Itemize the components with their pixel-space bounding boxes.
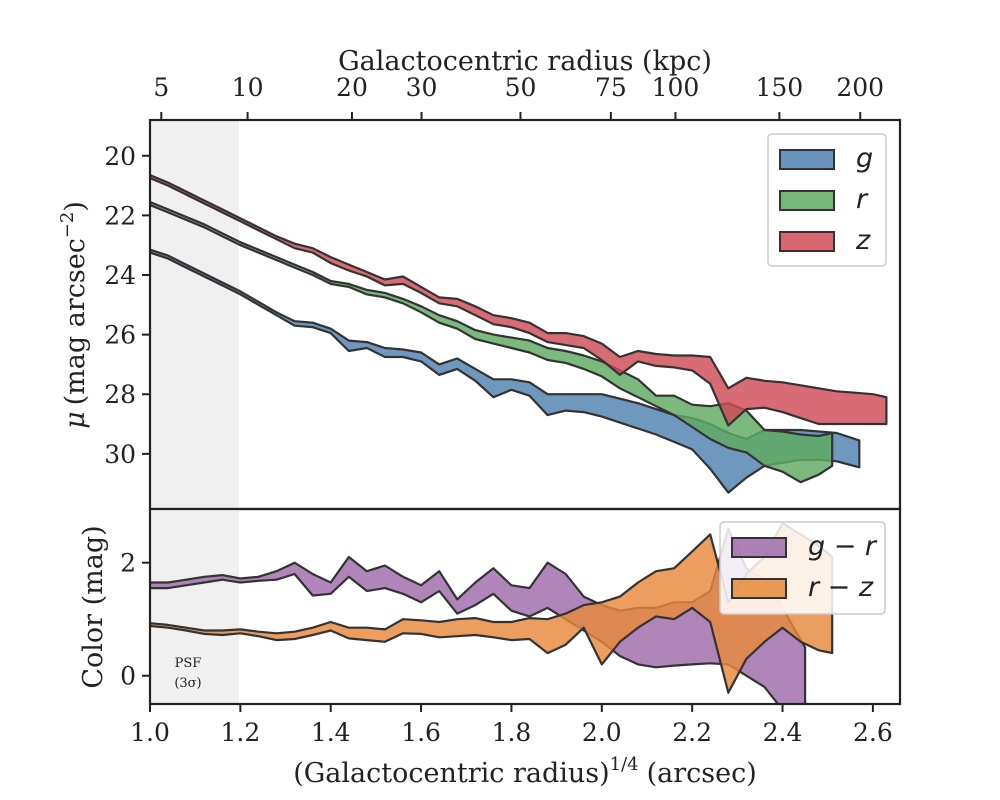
- x-tick-label: 1.4: [311, 718, 351, 747]
- legend-swatch: [731, 537, 787, 558]
- top-axis-ticks: 5 10 20 30 50 75 100 150 200: [153, 73, 884, 120]
- band-g: [150, 248, 861, 494]
- magnitude-series-group: [150, 174, 888, 494]
- color-panel: 02 1.0 1.2 1.4 1.6 1.8 2.0 2.2 2.4 2.6 g − rr − …: [120, 507, 902, 747]
- top-tick-label: 50: [505, 73, 537, 102]
- y-tick-label: 2: [120, 549, 136, 578]
- legend-swatch: [779, 231, 835, 252]
- surface-brightness-panel: 20 22 24 26 28 30 5 10 20 30 50 75 100 150 200 grz: [104, 73, 902, 511]
- psf-label: PSF: [175, 656, 202, 671]
- legend-swatch: [779, 190, 835, 211]
- x-tick-label: 1.6: [401, 718, 441, 747]
- band-z: [150, 174, 888, 427]
- legend-lower: g − r r − z: [719, 521, 886, 615]
- legend-label-r: r: [856, 184, 869, 215]
- xlabel-unit: (arcsec): [647, 758, 757, 789]
- legend-label-r-minus-z: r − z: [808, 572, 874, 603]
- band-r-minus-z: [150, 522, 834, 694]
- top-tick-label: 150: [756, 73, 804, 102]
- top-tick-label: 200: [836, 73, 884, 102]
- psf-sigma-label: (3σ): [174, 676, 201, 691]
- top-tick-label: 20: [336, 73, 368, 102]
- legend-upper: grz: [767, 133, 887, 267]
- ylabel-sup: −2: [57, 212, 78, 239]
- x-axis-label: (Galactocentric radius)1/4 (arcsec): [293, 754, 757, 789]
- band-g-minus-r: [150, 527, 807, 704]
- legend-label-g-minus-r: g − r: [808, 531, 878, 562]
- y-axis-label-lower: Color (mag): [78, 525, 109, 688]
- top-tick-label: 100: [652, 73, 700, 102]
- ylabel-text: (mag arcsec: [60, 238, 91, 405]
- y-tick-label: 0: [120, 662, 136, 691]
- x-tick-label: 1.0: [130, 718, 170, 747]
- top-tick-label: 5: [153, 73, 169, 102]
- xlabel-sup: 1/4: [610, 754, 639, 775]
- color-series-group: [150, 522, 834, 704]
- legend-swatch: [779, 149, 835, 170]
- x-tick-label: 2.6: [853, 718, 893, 747]
- psf-shaded-region: [150, 120, 239, 509]
- y-ticks-lower: 02: [120, 549, 150, 691]
- y-tick-label: 26: [104, 321, 136, 350]
- y-tick-label: 20: [104, 142, 136, 171]
- legend-label-z: z: [855, 225, 871, 256]
- x-tick-label: 2.0: [582, 718, 622, 747]
- x-tick-label: 1.2: [220, 718, 260, 747]
- y-tick-label: 28: [104, 380, 136, 409]
- y-tick-label: 22: [104, 201, 136, 230]
- legend-swatch: [731, 578, 787, 599]
- x-ticks-lower: 1.0 1.2 1.4 1.6 1.8 2.0 2.2 2.4 2.6: [130, 704, 893, 747]
- psf-shaded-region-lower: [150, 509, 239, 704]
- x-tick-label: 2.2: [672, 718, 712, 747]
- ylabel-close: ): [60, 201, 91, 212]
- y-tick-label: 24: [104, 261, 136, 290]
- x-tick-label: 2.4: [763, 718, 803, 747]
- y-tick-label: 30: [104, 440, 136, 469]
- band-r: [150, 200, 834, 484]
- xlabel-base: (Galactocentric radius): [293, 758, 609, 789]
- y-ticks-upper: 20 22 24 26 28 30: [104, 142, 150, 469]
- top-tick-label: 30: [406, 73, 438, 102]
- x-tick-label: 1.8: [492, 718, 532, 747]
- top-tick-label: 75: [595, 73, 627, 102]
- y-axis-label-upper: μ (mag arcsec−2): [57, 201, 91, 429]
- top-tick-label: 10: [232, 73, 264, 102]
- lower-plot-frame: [148, 507, 902, 706]
- top-axis-label: Galactocentric radius (kpc): [338, 46, 712, 77]
- mu-symbol: μ: [60, 411, 91, 429]
- legend-label-g: g: [856, 143, 873, 174]
